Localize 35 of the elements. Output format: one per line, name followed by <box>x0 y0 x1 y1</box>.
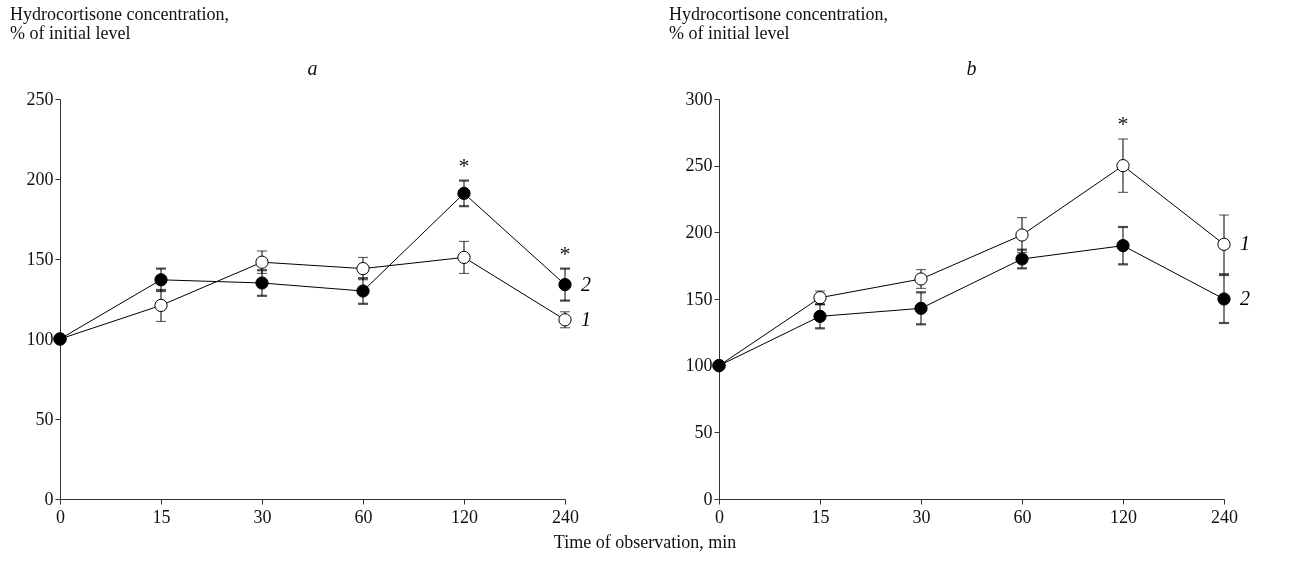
text: b <box>966 57 977 79</box>
annotation: * <box>1117 111 1129 136</box>
x-axis-title: Time of observation, min <box>552 532 738 553</box>
y-axis-title: Hydrocortisone concentration, % of initial level <box>10 4 229 43</box>
series-label: 2 <box>1240 287 1250 309</box>
y-tick-label: 250 <box>26 88 54 109</box>
y-tick-label: 0 <box>703 488 713 509</box>
x-tick-label: 15 <box>152 506 171 527</box>
x-tick-label: 120 <box>451 506 478 527</box>
x-tick-label: 15 <box>811 506 830 527</box>
y-tick-label: 200 <box>26 168 54 189</box>
y-tick-label: 300 <box>685 88 713 109</box>
y-tick-label: 150 <box>26 248 54 269</box>
x-tick-label: 30 <box>912 506 931 527</box>
x-tick-label: 240 <box>552 506 579 527</box>
y-tick-label: 50 <box>694 421 713 442</box>
y-tick-label: 0 <box>44 488 54 509</box>
x-tick-label: 30 <box>253 506 272 527</box>
x-tick-label: 120 <box>1110 506 1137 527</box>
series-label: 2 <box>581 272 591 295</box>
annotation: * <box>458 152 470 178</box>
y-tick-label: 150 <box>685 288 713 309</box>
x-tick-label: 60 <box>354 506 373 527</box>
y-tick-label: 50 <box>35 408 54 429</box>
annotation: * <box>559 240 571 266</box>
y-tick-label: 200 <box>685 221 713 242</box>
series-label: 1 <box>581 307 591 330</box>
y-axis-title: Hydrocortisone concentration, % of initial level <box>669 4 888 43</box>
x-tick-label: 60 <box>1013 506 1032 527</box>
y-tick-label: 100 <box>685 355 713 376</box>
y-tick-label: 250 <box>685 155 713 176</box>
text: a <box>307 57 318 79</box>
y-tick-label: 100 <box>26 328 54 349</box>
series-label: 1 <box>1240 232 1250 255</box>
x-tick-label: 240 <box>1211 506 1238 527</box>
